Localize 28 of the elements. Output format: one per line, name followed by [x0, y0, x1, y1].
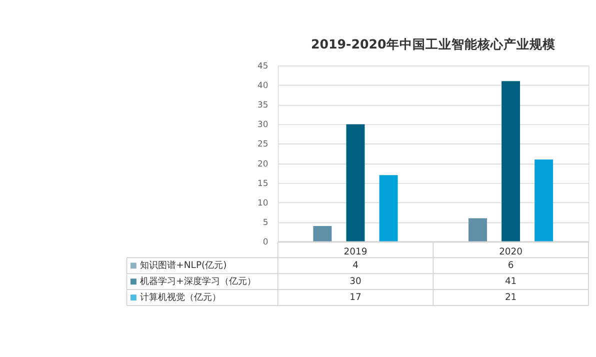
bar — [468, 218, 487, 242]
data-label: 30 — [350, 276, 362, 288]
y-tick-label: 45 — [258, 60, 268, 70]
legend-label: 计算机视觉（亿元） — [140, 292, 222, 304]
y-tick-label: 25 — [258, 138, 268, 149]
data-label: 17 — [350, 292, 362, 304]
chart-title: 2019-2020年中国工业智能核心产业规模 — [311, 36, 556, 52]
x-tick-label: 2019 — [344, 246, 368, 258]
bar — [346, 124, 365, 242]
y-tick-label: 5 — [262, 217, 268, 228]
bar — [313, 226, 332, 242]
bar — [534, 159, 554, 242]
y-tick-label: 15 — [258, 178, 268, 188]
bar — [502, 81, 520, 242]
y-tick-label: 20 — [258, 158, 268, 168]
data-label: 21 — [504, 292, 517, 304]
y-tick-label: 40 — [258, 80, 268, 90]
bar — [379, 175, 398, 242]
y-tick-label: 0 — [262, 236, 268, 247]
y-tick-label: 35 — [258, 100, 268, 110]
data-label: 41 — [504, 276, 517, 288]
data-label: 4 — [352, 260, 359, 272]
legend-label: 机器学习+深度学习（亿元） — [140, 276, 256, 288]
y-tick-label: 30 — [258, 119, 268, 130]
data-label: 6 — [508, 260, 514, 272]
x-tick-label: 2020 — [499, 246, 523, 258]
y-tick-label: 10 — [258, 197, 268, 208]
legend-label: 知识图谱+NLP(亿元) — [140, 260, 227, 272]
